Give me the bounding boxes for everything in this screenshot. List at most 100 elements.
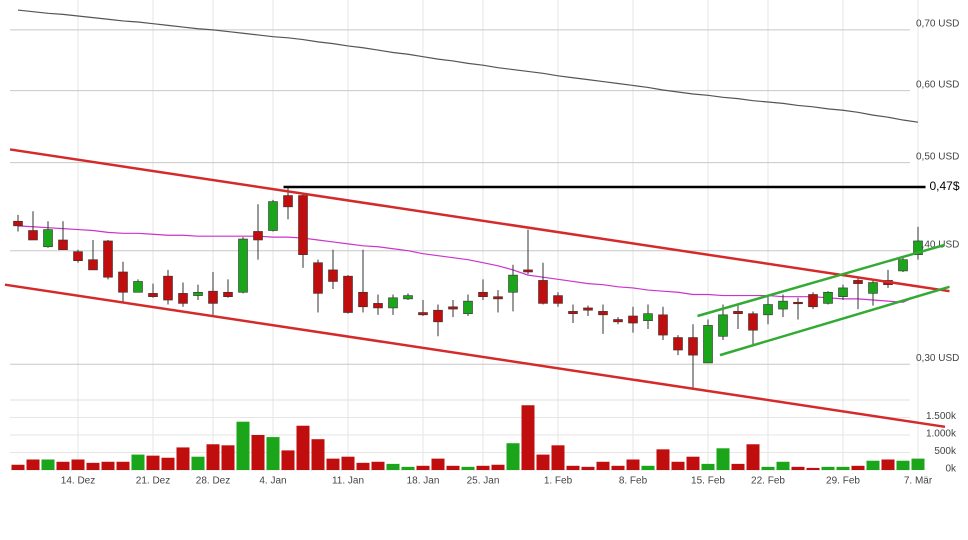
candle-body xyxy=(433,309,443,323)
volume-bar xyxy=(851,465,865,470)
candle-body xyxy=(343,275,353,313)
volume-bar xyxy=(41,459,55,470)
volume-bar xyxy=(896,460,910,470)
x-tick-label: 7. Mär xyxy=(904,476,933,487)
x-tick-label: 15. Feb xyxy=(691,476,725,487)
volume-bar xyxy=(206,444,220,470)
candle-body xyxy=(328,269,338,282)
volume-tick-label: 1.000k xyxy=(926,429,957,440)
volume-bar xyxy=(701,463,715,470)
volume-bar xyxy=(131,454,145,470)
candle-body xyxy=(853,280,863,284)
candle-body xyxy=(58,239,68,251)
volume-bar xyxy=(296,425,310,470)
volume-bar xyxy=(731,463,745,470)
level-label: 0,47$ xyxy=(930,179,960,193)
candle-body xyxy=(193,291,203,296)
candle-body xyxy=(613,319,623,323)
candle-body xyxy=(313,262,323,294)
candle-body xyxy=(493,296,503,300)
candle-body xyxy=(73,251,83,261)
volume-bar xyxy=(551,445,565,470)
candle-body xyxy=(118,271,128,293)
candle-body xyxy=(688,337,698,356)
volume-bar xyxy=(176,447,190,470)
volume-bar xyxy=(146,455,160,470)
y-tick-label: 0,40 USD xyxy=(916,239,959,250)
candle-body xyxy=(598,311,608,316)
candle-body xyxy=(508,274,518,293)
volume-bar xyxy=(401,466,415,470)
candle-body xyxy=(253,231,263,241)
volume-bar xyxy=(86,462,100,470)
volume-bar xyxy=(881,459,895,470)
volume-bar xyxy=(671,461,685,470)
candle-body xyxy=(283,195,293,208)
x-tick-label: 28. Dez xyxy=(196,476,230,487)
volume-bar xyxy=(506,443,520,470)
moving-average xyxy=(17,9,919,123)
candle-body xyxy=(718,314,728,337)
candle-body xyxy=(538,280,548,304)
volume-bar xyxy=(716,448,730,470)
trendline xyxy=(697,243,946,318)
x-tick-label: 4. Jan xyxy=(259,476,286,487)
volume-bar xyxy=(536,454,550,470)
candle-body xyxy=(838,287,848,297)
x-tick-label: 25. Jan xyxy=(467,476,500,487)
x-tick-label: 18. Jan xyxy=(407,476,440,487)
candle-body xyxy=(388,297,398,309)
x-tick-label: 8. Feb xyxy=(619,476,648,487)
volume-bar xyxy=(266,437,280,470)
volume-bar xyxy=(596,461,610,470)
volume-bar xyxy=(416,465,430,470)
candle-body xyxy=(823,291,833,304)
candle-body xyxy=(238,238,248,293)
candle-body xyxy=(868,282,878,294)
candle-body xyxy=(793,301,803,305)
candle-body xyxy=(673,337,683,351)
volume-bar xyxy=(71,459,85,470)
volume-bar xyxy=(626,459,640,470)
candle-body xyxy=(898,259,908,272)
candle-body xyxy=(418,312,428,316)
volume-bar xyxy=(866,460,880,470)
candle-body xyxy=(523,269,533,273)
volume-bar xyxy=(11,464,25,470)
candle-body xyxy=(913,240,923,255)
volume-bar xyxy=(911,458,925,470)
candle-body xyxy=(583,307,593,311)
candle-body xyxy=(208,290,218,304)
volume-bar xyxy=(461,466,475,470)
volume-bar xyxy=(656,449,670,470)
y-tick-label: 0,50 USD xyxy=(916,151,959,162)
volume-bar xyxy=(776,461,790,470)
volume-bar xyxy=(806,467,820,470)
volume-bar xyxy=(161,457,175,470)
candle-body xyxy=(553,295,563,304)
x-tick-label: 29. Feb xyxy=(826,476,860,487)
volume-bar xyxy=(281,450,295,470)
candle-body xyxy=(13,220,23,227)
volume-bar xyxy=(431,458,445,470)
volume-bar xyxy=(341,456,355,470)
volume-bar xyxy=(236,421,250,470)
volume-bar xyxy=(26,459,40,470)
x-tick-label: 14. Dez xyxy=(61,476,95,487)
volume-bar xyxy=(386,463,400,470)
volume-bar xyxy=(836,466,850,470)
candle-body xyxy=(103,240,113,278)
candle-body xyxy=(628,315,638,324)
candle-body xyxy=(28,230,38,241)
candle-body xyxy=(763,304,773,316)
volume-bar xyxy=(356,462,370,470)
trendline xyxy=(719,285,950,357)
candle-body xyxy=(133,281,143,293)
volume-tick-label: 0k xyxy=(945,464,957,475)
volume-bar xyxy=(581,466,595,470)
candle-body xyxy=(178,293,188,304)
x-tick-label: 21. Dez xyxy=(136,476,170,487)
candle-body xyxy=(268,201,278,231)
